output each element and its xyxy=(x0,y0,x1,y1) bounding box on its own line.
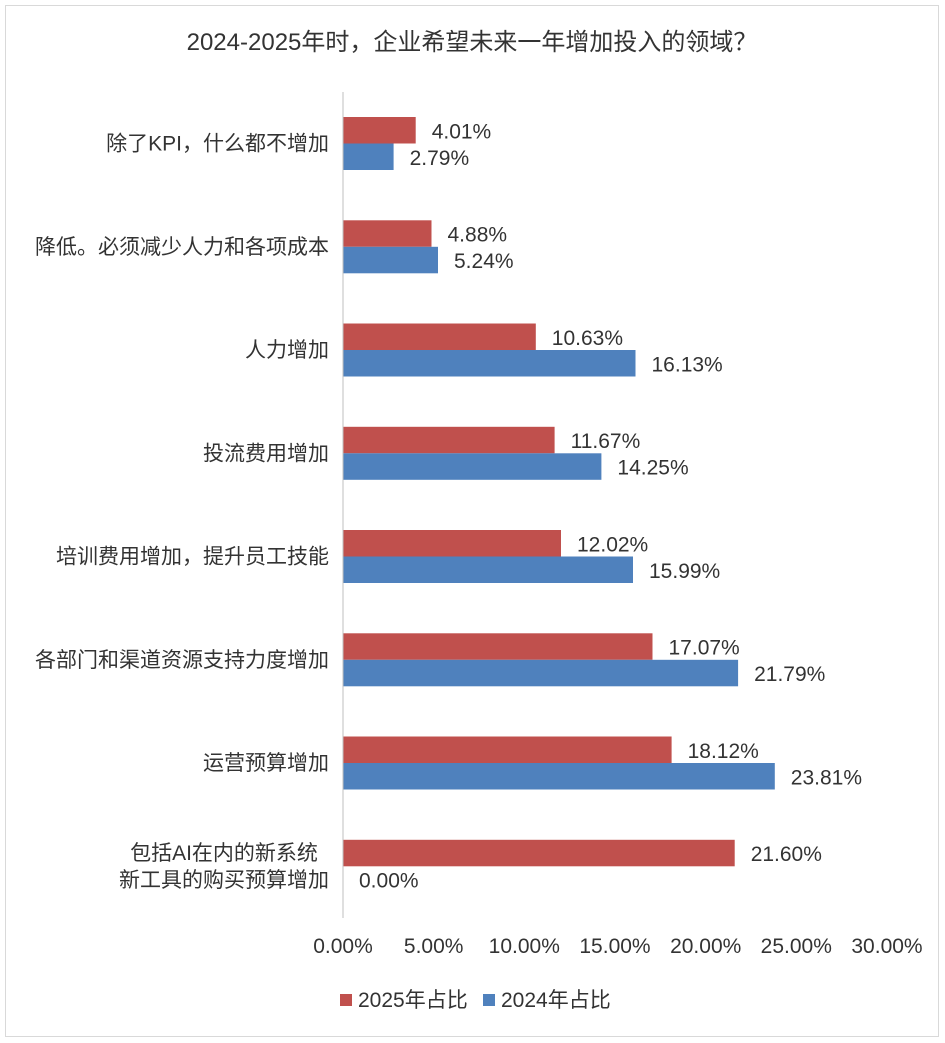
category-label-2: 降低。必须减少人力和各项成本 xyxy=(35,236,329,259)
x-tick-label-1: 0.00% xyxy=(313,935,373,958)
value-label-series2-cat5: 15.99% xyxy=(649,560,720,583)
category-label-6: 各部门和渠道资源支持力度增加 xyxy=(35,649,329,672)
value-label-series2-cat4: 14.25% xyxy=(617,457,688,480)
value-label-series1-cat6: 17.07% xyxy=(669,637,740,660)
category-label-3: 人力增加 xyxy=(245,339,329,362)
x-tick-label-4: 15.00% xyxy=(579,935,650,958)
bar-series1-cat2 xyxy=(343,220,432,247)
value-labels-group: 4.01% 2.79% 4.88% 5.24% 10.63% 16.13% 11.67% 14… xyxy=(359,120,862,892)
bar-series2-cat1 xyxy=(343,143,394,170)
chart-title: 2024-2025年时，企业希望未来一年增加投入的领域？ xyxy=(187,29,758,56)
x-tick-label-7: 30.00% xyxy=(851,935,922,958)
bar-series1-cat6 xyxy=(343,633,653,660)
value-label-series2-cat6: 21.79% xyxy=(754,663,825,686)
bar-series1-cat7 xyxy=(343,736,672,763)
bar-series1-cat3 xyxy=(343,323,536,350)
value-label-series2-cat1: 2.79% xyxy=(410,147,470,170)
bar-series2-cat4 xyxy=(343,453,602,480)
bar-series1-cat4 xyxy=(343,426,555,454)
value-label-series1-cat1: 4.01% xyxy=(432,120,492,143)
value-label-series2-cat2: 5.24% xyxy=(454,250,514,273)
bars-group xyxy=(343,117,775,867)
bar-series2-cat3 xyxy=(343,350,636,377)
category-label-8-line-2: 新工具的购买预算增加 xyxy=(119,869,329,892)
category-label-5: 培训费用增加，提升员工技能 xyxy=(56,546,329,569)
x-tick-label-5: 20.00% xyxy=(670,935,741,958)
value-label-series2-cat3: 16.13% xyxy=(652,353,723,376)
value-label-series1-cat8: 21.60% xyxy=(751,843,822,866)
x-tick-label-2: 5.00% xyxy=(404,935,464,958)
bar-series2-cat7 xyxy=(343,763,775,790)
value-label-series1-cat4: 11.67% xyxy=(571,430,641,453)
x-tick-label-3: 10.00% xyxy=(489,935,560,958)
category-label-8-line-1: 包括AI在内的新系统 xyxy=(130,842,318,865)
bar-series1-cat8 xyxy=(343,839,735,867)
value-label-series1-cat5: 12.02% xyxy=(577,533,648,556)
legend-label-series-2: 2024年占比 xyxy=(501,989,611,1012)
category-label-4: 投流费用增加 xyxy=(203,442,329,465)
value-label-series1-cat3: 10.63% xyxy=(552,327,623,350)
bar-series1-cat1 xyxy=(343,117,416,144)
category-label-7: 运营预算增加 xyxy=(203,752,329,775)
bar-series2-cat5 xyxy=(343,556,633,583)
bar-series2-cat6 xyxy=(343,659,739,687)
value-label-series2-cat8: 0.00% xyxy=(359,870,419,893)
category-label-1: 除了KPI，什么都不增加 xyxy=(106,133,329,156)
legend-label-series-1: 2025年占比 xyxy=(358,989,468,1012)
x-axis-tick-labels: 0.00% 5.00% 10.00% 15.00% 20.00% 25.00% 30.00% xyxy=(313,935,922,958)
value-label-series2-cat7: 23.81% xyxy=(791,766,862,789)
bar-series2-cat2 xyxy=(343,246,438,274)
value-label-series1-cat7: 18.12% xyxy=(688,740,759,763)
bar-series1-cat5 xyxy=(343,530,561,557)
legend-swatch-series-1 xyxy=(340,994,352,1006)
legend-swatch-series-2 xyxy=(483,994,495,1006)
x-tick-label-6: 25.00% xyxy=(761,935,832,958)
value-label-series1-cat2: 4.88% xyxy=(448,224,508,247)
category-labels-group: 除了KPI，什么都不增加降低。必须减少人力和各项成本人力增加投流费用增加培训费用… xyxy=(35,133,329,892)
legend: 2025年占比 2024年占比 xyxy=(340,989,611,1012)
